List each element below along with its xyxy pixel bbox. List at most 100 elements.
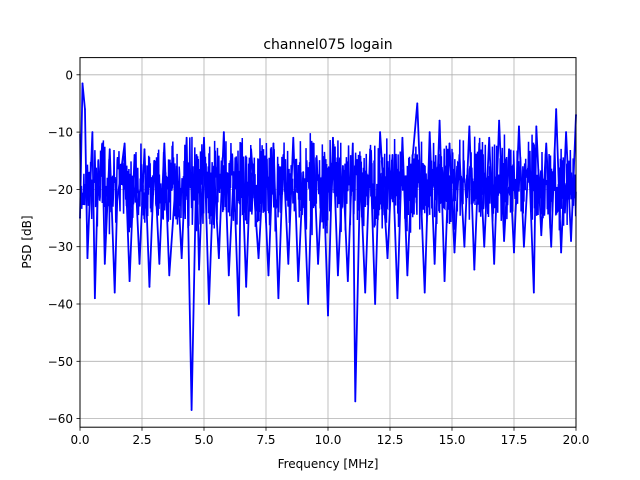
data-point — [332, 136, 334, 139]
data-point — [540, 234, 543, 237]
data-point — [312, 142, 315, 145]
data-point — [287, 262, 290, 265]
x-tick-label: 15.0 — [439, 433, 466, 447]
data-point — [143, 148, 146, 151]
data-point — [463, 245, 466, 248]
data-point — [503, 240, 505, 242]
data-point — [232, 171, 235, 174]
data-point — [272, 142, 275, 145]
data-point — [411, 159, 414, 162]
x-tick-label: 7.5 — [256, 433, 275, 447]
data-point — [341, 165, 344, 168]
data-point — [175, 165, 178, 168]
data-point — [458, 154, 461, 156]
data-point — [180, 257, 183, 260]
chart-title: channel075 logain — [263, 37, 392, 53]
data-point — [418, 165, 421, 168]
data-point — [96, 199, 99, 202]
data-point — [213, 165, 215, 168]
data-point — [158, 262, 161, 265]
data-point — [185, 136, 188, 139]
x-tick-label: 12.5 — [377, 433, 404, 447]
data-point — [113, 291, 116, 294]
data-point — [468, 125, 471, 128]
data-point — [351, 142, 354, 145]
data-point — [428, 131, 431, 133]
data-point — [116, 199, 119, 202]
data-point — [203, 136, 205, 139]
data-point — [570, 240, 572, 242]
data-point — [148, 285, 151, 288]
data-point — [374, 303, 377, 305]
x-tick-label: 2.5 — [132, 433, 151, 447]
data-point — [483, 245, 486, 248]
data-point — [386, 257, 389, 260]
data-point — [560, 251, 563, 254]
data-point — [527, 154, 530, 156]
data-point — [346, 280, 349, 282]
data-point — [406, 274, 409, 277]
data-point — [488, 136, 491, 139]
data-point — [277, 297, 280, 300]
data-point — [227, 274, 230, 277]
data-point — [535, 125, 538, 128]
data-point — [545, 142, 548, 145]
data-point — [103, 262, 106, 265]
data-point — [123, 142, 126, 145]
data-point — [433, 262, 436, 265]
y-tick-label: −20 — [48, 183, 73, 197]
x-axis-label: Frequency [MHz] — [278, 457, 379, 471]
data-point — [250, 148, 253, 151]
data-point — [508, 148, 510, 151]
data-point — [168, 274, 171, 277]
data-point — [257, 257, 260, 260]
data-point — [128, 280, 131, 282]
data-point — [401, 136, 404, 139]
x-tick-label: 5.0 — [194, 433, 213, 447]
data-point — [396, 297, 399, 300]
y-tick-label: 0 — [65, 68, 73, 82]
data-point — [222, 131, 225, 133]
data-point — [237, 314, 240, 317]
data-point — [438, 119, 441, 122]
data-series — [79, 82, 577, 411]
data-point — [217, 257, 220, 260]
data-point — [153, 159, 156, 162]
x-tick-label: 10.0 — [315, 433, 342, 447]
y-axis-label: PSD [dB] — [20, 215, 34, 268]
data-point — [190, 409, 193, 411]
data-point — [327, 314, 329, 317]
data-point — [317, 262, 319, 265]
y-tick-label: −40 — [48, 298, 73, 312]
data-point — [307, 303, 310, 305]
data-point — [550, 245, 553, 248]
data-point — [448, 142, 451, 145]
x-tick-label: 20.0 — [563, 433, 590, 447]
data-point — [359, 171, 362, 174]
data-point — [337, 274, 339, 277]
data-point — [322, 159, 324, 162]
y-tick-label: −10 — [48, 126, 73, 140]
data-point — [195, 154, 198, 156]
data-point — [523, 245, 525, 248]
data-point — [84, 108, 86, 111]
data-point — [93, 297, 96, 300]
data-point — [86, 257, 89, 260]
data-point — [198, 268, 200, 271]
data-point — [369, 148, 372, 151]
data-point — [443, 280, 446, 282]
data-point — [532, 291, 535, 294]
data-point — [262, 165, 265, 168]
data-point — [302, 171, 305, 174]
y-tick-label: −30 — [48, 240, 73, 254]
data-point — [208, 303, 210, 305]
data-point — [518, 125, 520, 128]
data-point — [473, 268, 476, 271]
data-point — [267, 274, 270, 277]
data-point — [498, 119, 501, 122]
y-tick-label: −50 — [48, 355, 73, 369]
data-point — [133, 154, 136, 156]
data-point — [478, 142, 481, 145]
data-point — [245, 285, 248, 288]
